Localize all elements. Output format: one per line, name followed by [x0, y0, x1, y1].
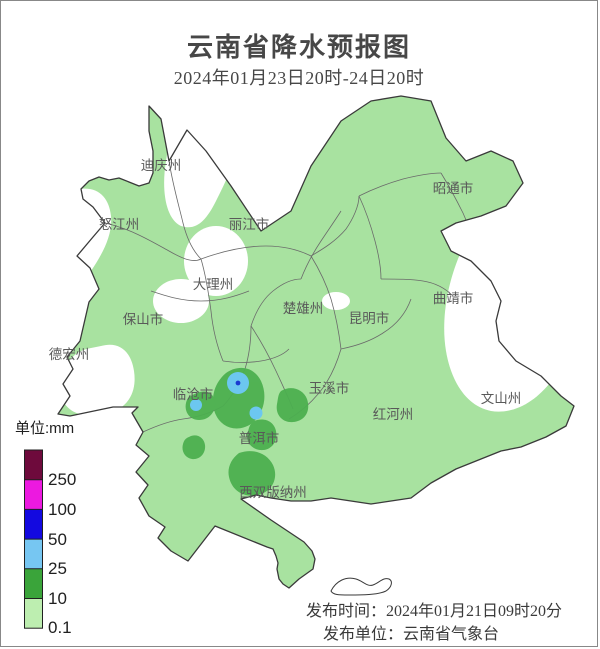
svg-text:10: 10 — [48, 589, 67, 608]
svg-text:发布时间：2024年01月21日09时20分: 发布时间：2024年01月21日09时20分 — [306, 602, 562, 620]
svg-text:保山市: 保山市 — [123, 311, 164, 327]
svg-text:大理州: 大理州 — [193, 277, 234, 292]
svg-text:丽江市: 丽江市 — [229, 216, 270, 232]
svg-text:25: 25 — [48, 559, 67, 578]
svg-text:怒江州: 怒江州 — [99, 217, 140, 232]
svg-text:昆明市: 昆明市 — [349, 310, 390, 326]
svg-text:0.1: 0.1 — [48, 618, 72, 637]
svg-text:红河州: 红河州 — [373, 407, 414, 422]
svg-text:玉溪市: 玉溪市 — [309, 380, 350, 396]
svg-text:100: 100 — [48, 500, 76, 519]
svg-text:发布单位：云南省气象台: 发布单位：云南省气象台 — [323, 625, 499, 643]
svg-text:德宏州: 德宏州 — [49, 347, 90, 362]
svg-text:临沧市: 临沧市 — [173, 386, 214, 402]
svg-text:50: 50 — [48, 530, 67, 549]
svg-text:250: 250 — [48, 470, 76, 489]
svg-text:文山州: 文山州 — [481, 391, 522, 406]
svg-text:楚雄州: 楚雄州 — [283, 301, 324, 316]
svg-text:曲靖市: 曲靖市 — [433, 290, 474, 306]
svg-text:迪庆州: 迪庆州 — [141, 158, 182, 173]
svg-text:西双版纳州: 西双版纳州 — [239, 485, 307, 500]
svg-text:单位:mm: 单位:mm — [15, 420, 74, 437]
svg-text:昭通市: 昭通市 — [433, 180, 474, 196]
svg-text:普洱市: 普洱市 — [239, 430, 280, 446]
